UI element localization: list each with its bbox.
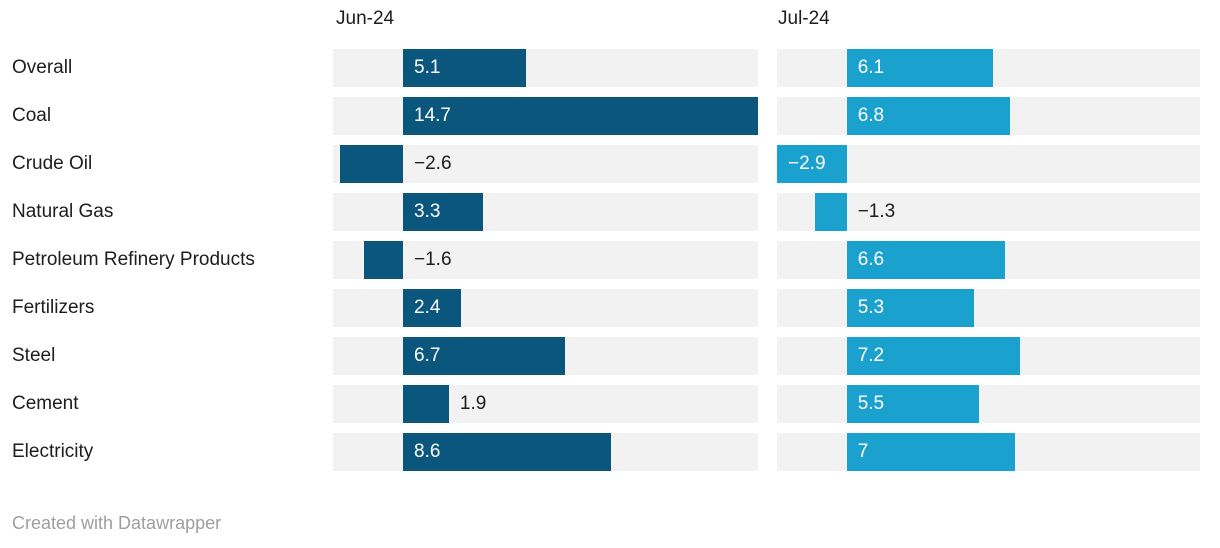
bar-value-label: 6.7 — [414, 345, 441, 366]
table-row: Fertilizers 2.4 5.3 — [0, 289, 1220, 327]
bar-jun[interactable] — [403, 385, 449, 423]
bar-jun[interactable] — [340, 145, 404, 183]
table-row: Electricity 8.6 7 — [0, 433, 1220, 471]
bar-jun[interactable] — [364, 241, 404, 279]
table-row: Steel 6.7 7.2 — [0, 337, 1220, 375]
bar-track-jul: −2.9 — [777, 145, 1200, 183]
table-row: Crude Oil −2.6 −2.9 — [0, 145, 1220, 183]
bar-value-label: 14.7 — [414, 105, 451, 126]
bar-value-label: 5.3 — [857, 297, 885, 318]
bar-track-jun: −1.6 — [333, 241, 758, 279]
bar-value-label: 7 — [857, 441, 869, 462]
column-header-jul: Jul-24 — [778, 8, 830, 29]
bar-jul[interactable] — [846, 49, 994, 87]
bar-value-label: −1.3 — [857, 201, 896, 222]
bar-value-label: 1.9 — [459, 393, 487, 414]
row-label: Cement — [12, 393, 79, 414]
bar-track-jun: 6.7 — [333, 337, 758, 375]
bar-track-jul: 7.2 — [777, 337, 1200, 375]
bar-jun[interactable] — [403, 433, 611, 471]
table-row: Overall 5.1 6.1 — [0, 49, 1220, 87]
bar-value-label: 7.2 — [857, 345, 885, 366]
bar-jul[interactable] — [846, 241, 1006, 279]
bar-jul[interactable] — [846, 97, 1011, 135]
bar-value-label: 5.1 — [414, 57, 441, 78]
bar-track-jun: 5.1 — [333, 49, 758, 87]
bar-value-label: −1.6 — [414, 249, 452, 270]
table-row: Natural Gas 3.3 −1.3 — [0, 193, 1220, 231]
bar-jul[interactable] — [846, 385, 979, 423]
bar-jul[interactable] — [815, 193, 847, 231]
bar-value-label: 5.5 — [857, 393, 885, 414]
table-row: Cement 1.9 5.5 — [0, 385, 1220, 423]
bar-jun[interactable] — [403, 289, 461, 327]
bar-value-label: 3.3 — [414, 201, 441, 222]
table-row: Petroleum Refinery Products −1.6 6.6 — [0, 241, 1220, 279]
bar-track-jun: −2.6 — [333, 145, 758, 183]
row-label: Overall — [12, 57, 73, 78]
row-label: Steel — [12, 345, 56, 366]
row-label: Natural Gas — [12, 201, 114, 222]
row-label: Fertilizers — [12, 297, 95, 318]
table-row: Coal 14.7 6.8 — [0, 97, 1220, 135]
bar-jun[interactable] — [403, 193, 483, 231]
bar-jul[interactable] — [846, 433, 1015, 471]
bar-value-label: 6.6 — [857, 249, 885, 270]
bar-jun[interactable] — [403, 97, 758, 135]
bar-jul[interactable] — [846, 289, 975, 327]
bar-value-label: 8.6 — [414, 441, 441, 462]
bar-track-jul: 6.6 — [777, 241, 1200, 279]
bar-track-jul: 6.1 — [777, 49, 1200, 87]
bar-value-label: −2.6 — [414, 153, 452, 174]
bar-jul[interactable] — [777, 145, 847, 183]
bar-track-jul: −1.3 — [777, 193, 1200, 231]
bar-value-label: 6.8 — [857, 105, 885, 126]
bar-track-jun: 2.4 — [333, 289, 758, 327]
bar-track-jun: 1.9 — [333, 385, 758, 423]
bar-track-jun: 8.6 — [333, 433, 758, 471]
row-label: Petroleum Refinery Products — [12, 249, 255, 270]
bar-track-jun: 3.3 — [333, 193, 758, 231]
bar-track-jul: 5.3 — [777, 289, 1200, 327]
bar-track-jun: 14.7 — [333, 97, 758, 135]
bar-jun[interactable] — [403, 49, 527, 87]
row-label: Coal — [12, 105, 52, 126]
bar-track-jul: 5.5 — [777, 385, 1200, 423]
bar-track-jul: 6.8 — [777, 97, 1200, 135]
bar-jul[interactable] — [846, 337, 1020, 375]
column-header-jun: Jun-24 — [336, 8, 395, 29]
bar-value-label: 2.4 — [414, 297, 441, 318]
row-label: Crude Oil — [12, 153, 93, 174]
row-label: Electricity — [12, 441, 94, 462]
bar-value-label: −2.9 — [788, 153, 826, 174]
bar-value-label: 6.1 — [857, 57, 885, 78]
bar-track-jul: 7 — [777, 433, 1200, 471]
bar-jun[interactable] — [403, 337, 565, 375]
datawrapper-credit: Created with Datawrapper — [12, 513, 222, 533]
